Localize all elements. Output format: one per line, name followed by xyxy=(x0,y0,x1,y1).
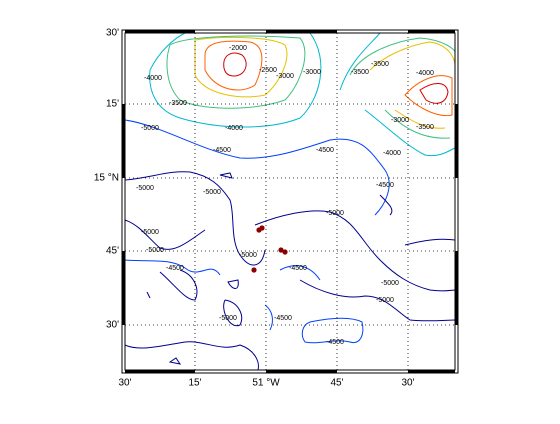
contour-label: -4500 xyxy=(326,339,344,346)
contour-label: -3500 xyxy=(169,100,187,107)
frame-band xyxy=(122,104,125,178)
contour-label: -5000 xyxy=(219,315,237,322)
contour-label: -3000 xyxy=(391,117,409,124)
contour-label: -5000 xyxy=(141,229,159,236)
latitude-label: 15 °N xyxy=(94,173,119,184)
contour-label: -5000 xyxy=(141,125,159,132)
station xyxy=(251,267,257,273)
contour-label: -3000 xyxy=(303,69,321,76)
latitude-label: 45' xyxy=(106,246,119,257)
contour-label: -4500 xyxy=(166,265,184,272)
contour-label: -4000 xyxy=(144,75,162,82)
contour-label: -5000 xyxy=(146,247,164,254)
contour-label: -5000 xyxy=(326,210,344,217)
contour-label: -4000 xyxy=(225,125,243,132)
contour-label: -5000 xyxy=(203,189,221,196)
station xyxy=(278,247,284,253)
frame-band xyxy=(266,370,337,373)
contour-label: -5000 xyxy=(381,280,399,287)
frame-band xyxy=(455,104,458,178)
latitude-label: 15' xyxy=(106,99,119,110)
contour-label: -4500 xyxy=(213,147,231,154)
contour-label: -4500 xyxy=(274,315,292,322)
longitude-label: 30' xyxy=(401,378,414,389)
frame xyxy=(121,29,459,374)
contour-label: -4000 xyxy=(383,150,401,157)
longitude-label: 45' xyxy=(330,378,343,389)
longitude-label: 51 °W xyxy=(252,378,280,389)
contour-label: -4500 xyxy=(289,265,307,272)
contour-label: -3500 xyxy=(416,124,434,131)
frame-band xyxy=(455,251,458,325)
contour-label: -4000 xyxy=(416,70,434,77)
frame-band xyxy=(125,30,195,33)
stations xyxy=(251,225,288,273)
latitude-label: 30' xyxy=(106,320,119,331)
contour-label: -5000 xyxy=(376,297,394,304)
contour-label: -3000 xyxy=(276,73,294,80)
contour-label: -5000 xyxy=(239,252,257,259)
contour-label: -5000 xyxy=(136,185,154,192)
station xyxy=(256,227,262,233)
contours xyxy=(124,32,456,371)
frame-band xyxy=(122,251,125,325)
frame-band xyxy=(125,370,195,373)
station xyxy=(282,249,288,255)
frame-band xyxy=(408,30,455,33)
longitude-label: 15' xyxy=(188,378,201,389)
frame-band xyxy=(266,30,337,33)
longitude-label: 30' xyxy=(118,378,131,389)
latitude-label: 30' xyxy=(106,28,119,39)
contour-label: -4500 xyxy=(316,147,334,154)
contour-label: -2000 xyxy=(229,45,247,52)
contour-label: -3500 xyxy=(371,61,389,68)
contour-label: -4500 xyxy=(376,182,394,189)
frame-band xyxy=(408,370,455,373)
contour-label: -3500 xyxy=(351,69,369,76)
contour-label: -2500 xyxy=(259,67,277,74)
